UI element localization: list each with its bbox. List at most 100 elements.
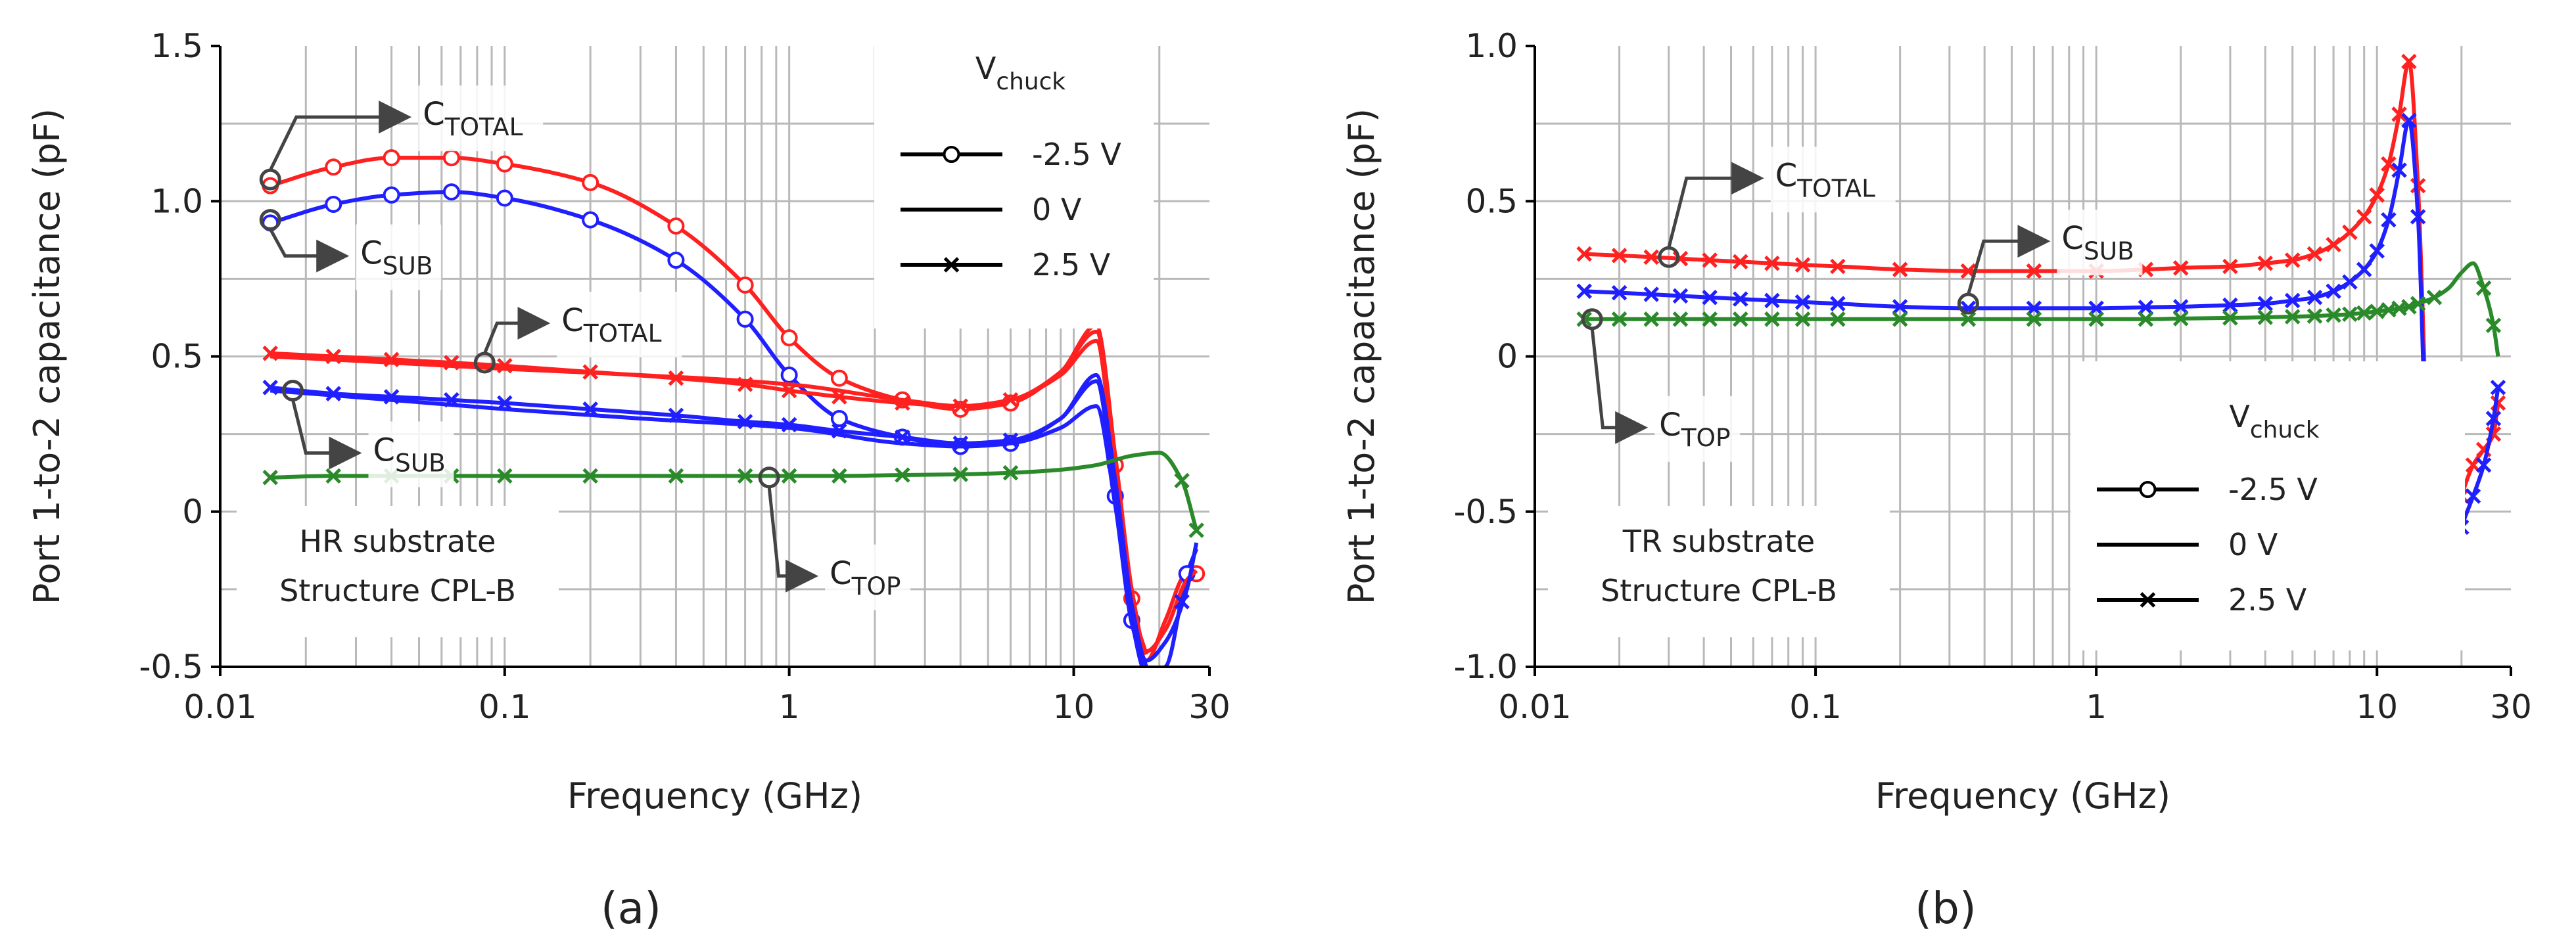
annotation-c-total: CTOTAL (1658, 147, 1896, 268)
data-point-2 (2088, 311, 2104, 327)
chart-panel-a: 0.01 0.1 1 10 30 -0.5 0 0.5 1.0 1.5 Frequency (GHz… (26, 27, 1230, 934)
panel-label: (a) (601, 883, 661, 934)
data-point-1 (2138, 300, 2154, 315)
annotation-c-top: CTOP (758, 466, 911, 610)
data-point-4 (737, 376, 753, 392)
data-point-5 (497, 395, 513, 411)
x-tick-label: 1 (2086, 688, 2107, 726)
data-point-2 (2222, 310, 2238, 326)
data-point-1 (2342, 274, 2358, 290)
data-point-1 (1672, 288, 1689, 304)
data-point-1 (2307, 289, 2323, 306)
data-point-1 (2257, 296, 2274, 311)
data-point-1 (2485, 411, 2502, 426)
y-axis-label: Port 1-to-2 capacitance (pF) (26, 108, 68, 604)
data-point-6 (952, 466, 969, 482)
data-point-4 (781, 382, 797, 399)
data-point-5 (895, 429, 910, 445)
annotation-label: CSUB (373, 432, 445, 477)
annotation-arrow (767, 486, 819, 593)
data-point-4 (895, 395, 910, 411)
data-point-0 (2381, 156, 2397, 172)
data-point-6 (497, 468, 513, 484)
data-point-0 (2410, 177, 2426, 194)
data-point-6 (895, 467, 910, 483)
substrate-text-box: HR substrate Structure CPL-B (237, 506, 559, 637)
data-point-5 (383, 389, 400, 405)
data-point-0 (830, 369, 848, 387)
x-tick-label: 0.01 (1498, 688, 1571, 726)
data-point-0 (1643, 249, 1659, 265)
data-point-0 (2222, 258, 2238, 275)
data-point-1 (2172, 299, 2189, 315)
data-point-0 (2172, 260, 2189, 276)
x-axis-label: Frequency (GHz) (1875, 775, 2170, 817)
legend-title: Vchuck (975, 51, 1066, 95)
data-point-6 (831, 468, 847, 484)
data-point-0 (582, 173, 599, 191)
data-point-0 (2342, 224, 2358, 240)
data-point-2 (2307, 308, 2323, 324)
legend-label: 0 V (2228, 527, 2278, 562)
legend-entry: -2.5 V (901, 137, 1121, 172)
data-point-4 (831, 389, 847, 405)
data-point-2 (2369, 304, 2385, 319)
data-point-2 (2410, 296, 2426, 311)
data-point-0 (1892, 261, 1908, 277)
data-point-0 (2369, 187, 2385, 203)
data-point-2 (2401, 299, 2417, 315)
data-point-5 (668, 407, 684, 424)
data-point-0 (1702, 252, 1718, 268)
data-point-4 (262, 346, 278, 361)
annotation-c-sub: CSUB (281, 379, 454, 487)
data-point-0 (1830, 258, 1846, 275)
data-point-2 (1794, 311, 1811, 327)
data-point-5 (262, 379, 278, 396)
data-point-0 (2356, 209, 2372, 225)
data-point-1 (1611, 284, 1628, 301)
y-tick-label: 1.0 (151, 182, 203, 220)
data-point-1 (325, 195, 342, 213)
data-point-1 (1576, 283, 1592, 300)
y-tick-label: 1.5 (151, 27, 203, 65)
data-point-6 (1002, 465, 1019, 481)
y-axis-label: Port 1-to-2 capacitance (pF) (1341, 108, 1382, 604)
data-point-1 (2284, 292, 2301, 309)
data-point-6 (582, 468, 598, 484)
legend-x-marker (943, 257, 960, 273)
text-box-line: HR substrate (300, 524, 496, 559)
data-point-1 (2410, 209, 2426, 225)
annotation-label: CSUB (360, 235, 433, 281)
legend-x-marker (2140, 592, 2156, 608)
data-point-0 (442, 149, 460, 167)
data-point-2 (1830, 311, 1846, 327)
data-point-4 (952, 398, 969, 414)
data-point-2 (1672, 311, 1689, 327)
legend-entry: -2.5 V (2097, 472, 2318, 507)
annotation-label: CTOP (1659, 407, 1730, 452)
data-point-2 (1764, 311, 1780, 327)
data-point-1 (1764, 292, 1780, 309)
annotation-label: CTOTAL (1775, 157, 1875, 202)
data-point-1 (780, 366, 798, 384)
data-point-5 (444, 392, 459, 408)
y-tick-label: 0 (182, 493, 203, 531)
x-tick-label: 30 (1188, 688, 1230, 726)
data-point-2 (1702, 311, 1718, 327)
legend-circle-marker (2139, 481, 2157, 498)
data-point-6 (1188, 522, 1204, 538)
annotation-label: CSUB (2061, 220, 2134, 265)
data-point-2 (2475, 280, 2492, 296)
data-point-0 (780, 329, 798, 347)
data-point-1 (2222, 297, 2238, 313)
data-point-0 (1764, 255, 1780, 271)
data-point-0 (383, 149, 400, 167)
data-point-0 (496, 155, 513, 173)
annotation-arrow (1667, 162, 1764, 248)
data-point-6 (668, 468, 684, 484)
data-point-0 (667, 217, 685, 235)
legend-circle-marker (943, 146, 960, 163)
substrate-text-box: TR substrate Structure CPL-B (1548, 506, 1890, 637)
data-point-4 (582, 364, 598, 380)
